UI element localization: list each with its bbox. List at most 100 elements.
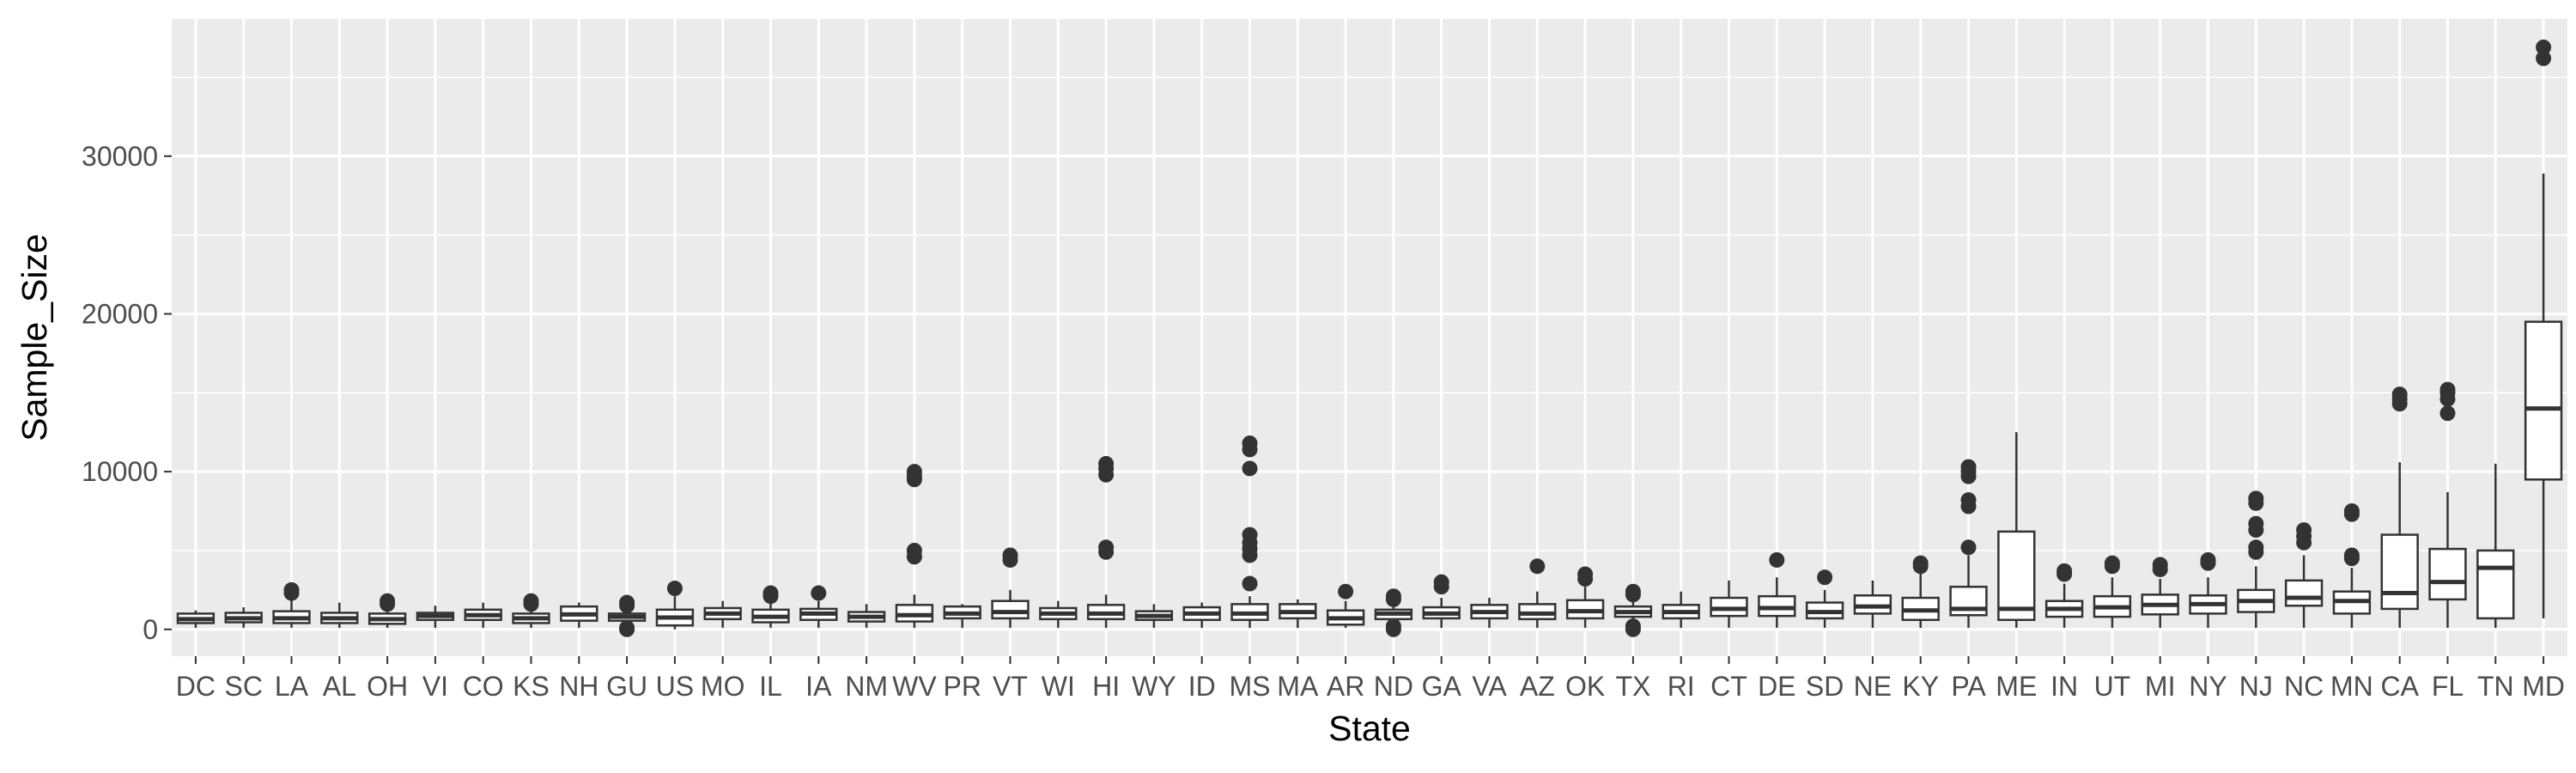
outlier-point (666, 581, 683, 597)
x-tick-label: VI (422, 671, 448, 702)
x-tick-label: TN (2477, 671, 2514, 702)
outlier-point (619, 619, 635, 636)
box-sd (1805, 569, 1844, 628)
box-us (655, 581, 695, 630)
box-me (1997, 432, 2036, 628)
x-tick-label: MO (701, 671, 745, 702)
box-iqr (2476, 549, 2515, 620)
x-tick-label: UT (2094, 671, 2131, 702)
box-ks (512, 593, 550, 628)
outlier-point (1242, 460, 1258, 477)
x-tick-label: HI (1092, 671, 1120, 702)
x-tick-label: CO (463, 671, 504, 702)
x-tick-label: ID (1188, 671, 1216, 702)
x-tick-label: FL (2432, 671, 2464, 702)
outlier-point (2248, 539, 2264, 556)
box-nd (1374, 588, 1413, 637)
box-de (1758, 551, 1796, 628)
box-il (751, 585, 790, 628)
box-gu (607, 594, 647, 637)
outlier-point (762, 585, 779, 601)
box-nc (2284, 522, 2324, 628)
x-tick-label: WV (892, 671, 937, 702)
outlier-point (283, 581, 300, 598)
outlier-point (906, 464, 922, 480)
box-la (272, 581, 311, 628)
box-mo (703, 600, 742, 628)
outlier-point (2439, 381, 2456, 398)
box-iqr (991, 600, 1030, 620)
outlier-point (1242, 575, 1258, 592)
x-tick-label: IN (2050, 671, 2078, 702)
x-tick-label: ND (1374, 671, 1413, 702)
x-tick-label: GA (1422, 671, 1462, 702)
box-ma (1279, 599, 1317, 628)
box-ny (2189, 551, 2227, 628)
outlier-point (2439, 405, 2456, 422)
box-tx (1613, 583, 1653, 637)
x-tick-label: AZ (1520, 671, 1555, 702)
box-iqr (2428, 547, 2467, 601)
box-vi (416, 606, 455, 628)
x-tick-label: PA (1951, 671, 1986, 702)
outlier-point (1385, 588, 1401, 605)
outlier-point (2200, 551, 2216, 568)
y-tick-label: 20000 (82, 298, 158, 329)
x-tick-label: US (656, 671, 694, 702)
x-tick-label: MA (1277, 671, 1319, 702)
outlier-point (2248, 515, 2264, 532)
outlier-point (2391, 386, 2408, 403)
outlier-point (1625, 618, 1641, 635)
x-tick-label: MD (2522, 671, 2565, 702)
box-ne (1853, 580, 1893, 628)
box-iqr (1997, 530, 2036, 622)
x-tick-label: IA (805, 671, 832, 702)
outlier-point (906, 542, 922, 558)
outlier-point (1242, 435, 1258, 452)
y-tick-label: 30000 (82, 141, 158, 172)
box-iqr (2524, 320, 2563, 481)
box-az (1518, 558, 1557, 628)
outlier-point (1338, 583, 1354, 600)
x-tick-label: NY (2189, 671, 2227, 702)
outlier-point (619, 594, 635, 611)
x-tick-label: VT (993, 671, 1028, 702)
box-wi (1039, 600, 1078, 628)
outlier-point (2343, 503, 2360, 520)
box-wy (1134, 604, 1174, 628)
y-axis: 0 10000 20000 30000 (82, 141, 172, 645)
box-ok (1565, 566, 1605, 628)
boxplot-series (176, 40, 2563, 637)
x-tick-label: NM (845, 671, 888, 702)
outlier-point (2152, 557, 2168, 573)
box-mn (2332, 503, 2372, 628)
y-tick-label: 0 (143, 614, 158, 645)
x-tick-label: DC (176, 671, 216, 702)
box-co (464, 602, 502, 628)
x-tick-label: NJ (2239, 671, 2273, 702)
box-wv (895, 464, 934, 628)
x-tick-label: CT (1710, 671, 1747, 702)
box-tn (2476, 463, 2515, 628)
outlier-point (1960, 459, 1977, 475)
outlier-point (1098, 539, 1115, 556)
outlier-point (1529, 558, 1546, 575)
outlier-point (1098, 455, 1115, 472)
outlier-point (1960, 492, 1977, 508)
box-pr (943, 604, 981, 628)
box-ms (1230, 435, 1269, 628)
box-al (320, 602, 359, 628)
box-ca (2380, 386, 2419, 628)
x-tick-label: SC (224, 671, 262, 702)
box-ga (1422, 574, 1461, 628)
x-tick-label: PR (943, 671, 981, 702)
x-tick-label: MI (2145, 671, 2176, 702)
outlier-point (1002, 547, 1018, 563)
outlier-point (2536, 50, 2552, 66)
x-tick-label: KY (1902, 671, 1939, 702)
box-fl (2428, 381, 2467, 628)
box-ky (1901, 555, 1940, 628)
box-iqr (2380, 533, 2419, 611)
x-tick-label: VA (1472, 671, 1507, 702)
box-nj (2237, 490, 2275, 628)
